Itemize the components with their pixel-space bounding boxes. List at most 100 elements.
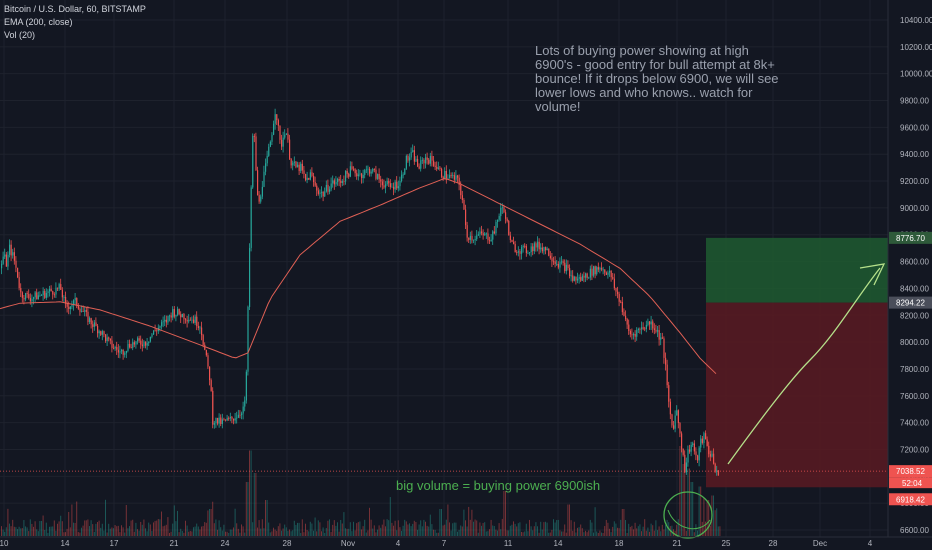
volume-highlight-circle[interactable] — [663, 491, 713, 539]
volume-note[interactable]: big volume = buying power 6900ish — [396, 478, 601, 493]
volume-bar — [601, 532, 602, 536]
volume-bar — [604, 526, 606, 536]
candle-body — [199, 327, 201, 329]
candle-body — [681, 433, 683, 449]
trade-idea-note[interactable]: Lots of buying power showing at high 690… — [535, 43, 779, 114]
candle-body — [532, 246, 534, 252]
volume-bar — [49, 526, 50, 536]
price-tick-label: 10000.00 — [900, 70, 932, 79]
volume-bar — [34, 521, 36, 536]
candle-body — [45, 292, 47, 298]
candle-body — [156, 330, 158, 332]
volume-bar — [370, 519, 372, 536]
volume-bar — [508, 530, 510, 536]
volume-bar — [234, 508, 236, 536]
candle-body — [452, 175, 454, 177]
volume-bar — [655, 520, 657, 536]
candle-body — [151, 334, 153, 337]
time-axis[interactable]: 10 14 17 21 24 28 Nov 4 7 11 14 18 21 25 28 Dec 4 — [0, 536, 932, 548]
volume-bar — [333, 520, 335, 536]
volume-bar — [157, 519, 159, 536]
ema-line[interactable] — [0, 178, 717, 375]
candle-body — [369, 168, 371, 174]
time-tick-label: 14 — [61, 539, 70, 548]
volume-bar — [47, 532, 49, 536]
candle-body — [653, 328, 655, 330]
candle-body — [388, 181, 390, 184]
volume-bar — [573, 521, 575, 536]
candle-body — [447, 177, 449, 179]
volume-bar — [557, 519, 559, 536]
volume-indicator-label[interactable]: Vol (20) — [4, 30, 36, 40]
volume-bar — [532, 530, 534, 536]
projection-arrow[interactable] — [727, 267, 881, 465]
volume-bar — [367, 530, 369, 536]
volume-bar — [97, 522, 98, 536]
volume-bar — [348, 528, 350, 536]
drawings[interactable] — [0, 263, 888, 539]
target-zone[interactable] — [706, 237, 888, 303]
candle-body — [316, 185, 318, 191]
symbol-title[interactable]: Bitcoin / U.S. Dollar, 60, BITSTAMP — [4, 4, 146, 14]
candle-body — [409, 157, 411, 161]
volume-bar — [537, 526, 538, 536]
candle-body — [621, 302, 623, 313]
stop-zone[interactable] — [706, 302, 888, 488]
time-tick-label: 24 — [221, 539, 230, 548]
volume-bar — [482, 523, 484, 536]
candle-body — [684, 454, 686, 473]
price-axis[interactable]: 6600.006800.007000.007200.007400.007600.… — [887, 0, 932, 550]
price-axis-panel[interactable] — [888, 0, 932, 550]
price-tick-label: 10400.00 — [900, 16, 932, 25]
candle-body — [641, 327, 643, 330]
volume-highlight-stroke[interactable] — [667, 509, 711, 530]
volume-bar — [250, 450, 252, 536]
ema-indicator-label[interactable]: EMA (200, close) — [4, 17, 73, 27]
position-zones[interactable] — [706, 237, 888, 488]
candle-body — [661, 337, 663, 339]
projection-arrow-head[interactable] — [859, 263, 886, 286]
candle-body — [564, 262, 566, 272]
volume-bar — [524, 531, 526, 536]
volume-bar — [545, 521, 546, 536]
volume-bar — [391, 522, 393, 536]
entry-price-label-bg — [889, 296, 932, 309]
candle-body — [234, 418, 236, 421]
volume-bar — [679, 446, 681, 536]
candle-body — [506, 218, 508, 221]
candle-body — [389, 183, 391, 188]
volume-bar — [447, 504, 449, 536]
candle-body — [143, 341, 145, 347]
volume-bar — [551, 529, 553, 536]
candle-body — [282, 137, 284, 147]
candle-body — [479, 231, 481, 235]
candle-body — [317, 190, 319, 194]
volume-bar — [63, 532, 65, 536]
candle-body — [628, 324, 630, 331]
volume-bar — [213, 523, 215, 536]
candle-body — [340, 180, 342, 183]
volume-bar — [92, 524, 94, 536]
volume-bar — [313, 530, 314, 536]
volume-bar — [263, 528, 265, 536]
candle-body — [698, 447, 700, 461]
volume-bar — [13, 526, 15, 536]
volume-bar — [316, 531, 318, 536]
candle-body — [455, 175, 457, 180]
volume-bar — [685, 530, 687, 536]
volume-bar — [221, 530, 223, 536]
candle-body — [498, 216, 500, 220]
volume-bar — [409, 523, 410, 536]
price-tick-label: 10200.00 — [900, 43, 932, 52]
volume-bar — [349, 522, 351, 536]
volume-bar — [509, 525, 511, 536]
volume-bar — [677, 519, 679, 536]
volume-bar — [273, 527, 274, 536]
volume-bar — [695, 524, 697, 536]
volume-bar — [693, 532, 695, 536]
candle-body — [228, 418, 230, 419]
volume-bar — [329, 519, 330, 536]
candle-body — [685, 462, 687, 473]
volume-bar — [671, 525, 673, 536]
